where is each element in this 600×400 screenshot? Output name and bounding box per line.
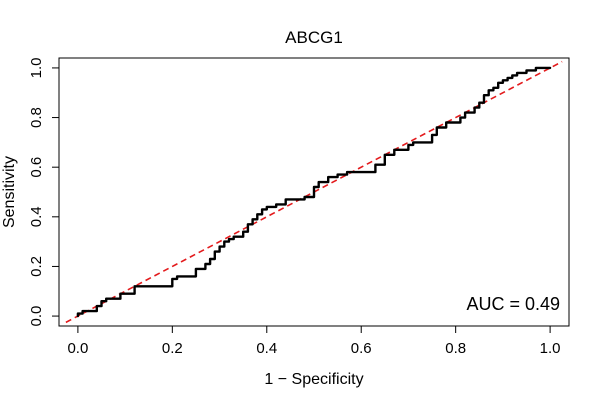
- y-tick-label: 0.2: [28, 256, 45, 277]
- x-axis: 0.0 0.2 0.4 0.6 0.8 1.0: [67, 325, 561, 357]
- marks-layer: [65, 60, 563, 324]
- y-tick-label: 0.6: [28, 157, 45, 178]
- roc-curve-line: [76, 66, 552, 318]
- y-tick-label: 1.0: [28, 57, 45, 78]
- y-tick-label: 0.8: [28, 107, 45, 128]
- x-tick-label: 0.8: [445, 340, 466, 357]
- x-tick-label: 0.4: [256, 340, 277, 357]
- y-axis: 0.0 0.2 0.4 0.6 0.8 1.0: [28, 57, 60, 327]
- y-tick-label: 0.0: [28, 306, 45, 327]
- x-tick-label: 0.6: [351, 340, 372, 357]
- y-tick-label: 0.4: [28, 206, 45, 227]
- x-tick-label: 0.0: [67, 340, 88, 357]
- x-axis-label: 1 − Specificity: [264, 371, 363, 388]
- chart-title: ABCG1: [285, 28, 343, 47]
- y-axis-label: Sensitivity: [1, 156, 18, 228]
- auc-annotation: AUC = 0.49: [466, 294, 560, 314]
- x-tick-label: 0.2: [162, 340, 183, 357]
- x-tick-label: 1.0: [540, 340, 561, 357]
